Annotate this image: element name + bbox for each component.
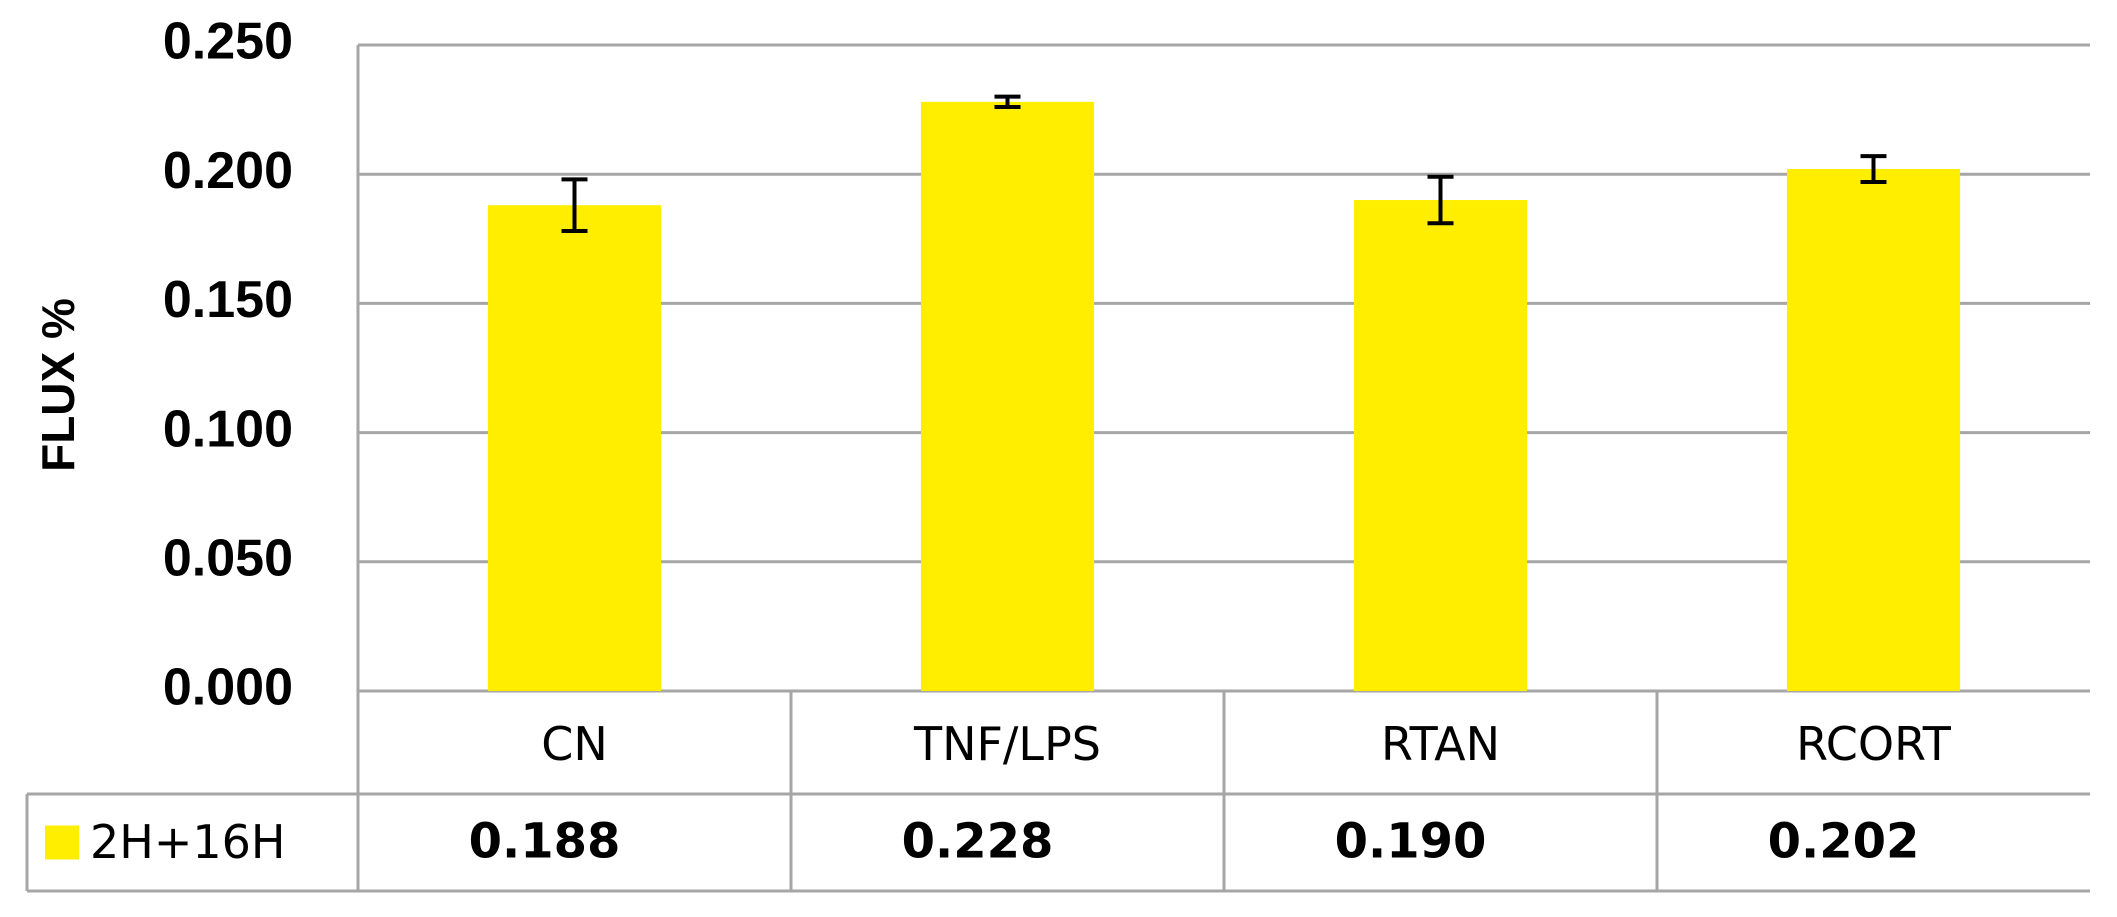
y-tick-label: 0.200 (163, 142, 293, 200)
value-label: 0.202 (1768, 814, 1920, 870)
error-bar (1860, 154, 1887, 184)
error-bar (1427, 174, 1454, 226)
y-tick-label: 0.150 (163, 271, 293, 329)
y-tick-label: 0.100 (163, 400, 293, 458)
error-bar (561, 177, 588, 234)
legend-swatch (45, 825, 79, 860)
y-axis-label: FLUX % (32, 298, 84, 472)
value-label: 0.190 (1335, 814, 1487, 870)
bar (920, 101, 1095, 691)
value-label: 0.188 (469, 814, 621, 870)
x-tick-label: CN (541, 717, 608, 771)
bar (1786, 169, 1961, 692)
bar (487, 205, 662, 691)
y-tick-label: 0.250 (163, 13, 293, 71)
bar (1353, 200, 1528, 692)
x-tick-label: RCORT (1796, 717, 1952, 771)
x-tick-label: RTAN (1381, 717, 1500, 771)
error-bar (994, 94, 1021, 110)
y-tick-label: 0.050 (163, 530, 293, 588)
y-tick-label: 0.000 (163, 659, 293, 717)
value-label: 0.228 (902, 814, 1054, 870)
x-tick-label: TNF/LPS (913, 717, 1101, 771)
legend-label: 2H+16H (90, 815, 286, 869)
